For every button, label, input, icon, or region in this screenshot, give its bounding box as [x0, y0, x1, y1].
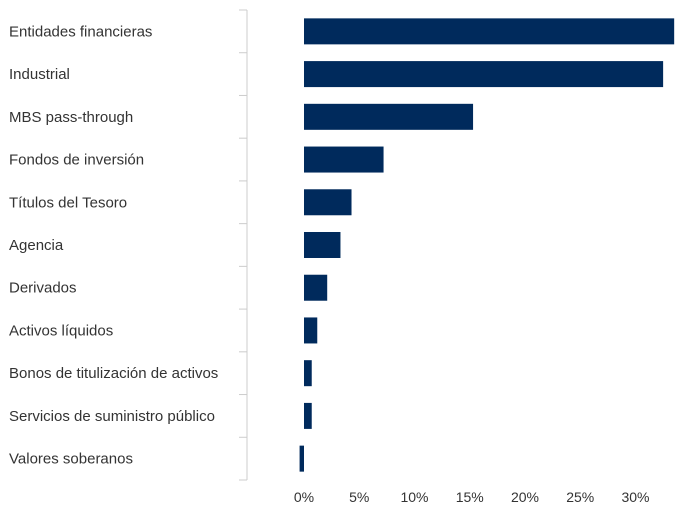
- x-tick-labels: 0% 5% 10% 15% 20% 25% 30%: [294, 489, 650, 505]
- x-tick-label: 5%: [349, 489, 369, 505]
- x-tick-label: 10%: [400, 489, 428, 505]
- x-tick-label: 0%: [294, 489, 314, 505]
- bar: [299, 445, 304, 472]
- category-label: Entidades financieras: [9, 23, 152, 40]
- x-tick-label: 25%: [566, 489, 594, 505]
- category-labels: Entidades financieras Industrial MBS pass-…: [9, 23, 218, 467]
- bar: [304, 61, 664, 88]
- category-label: Activos líquidos: [9, 322, 113, 339]
- category-label: Bonos de titulización de activos: [9, 365, 218, 382]
- category-label: Títulos del Tesoro: [9, 194, 127, 211]
- x-tick-label: 30%: [621, 489, 649, 505]
- bar: [304, 402, 312, 429]
- bar: [304, 18, 675, 45]
- category-label: Agencia: [9, 237, 64, 254]
- category-label: Derivados: [9, 280, 77, 297]
- bar: [304, 360, 312, 387]
- category-label: Valores soberanos: [9, 451, 133, 468]
- bar: [304, 232, 341, 258]
- x-tick-label: 15%: [456, 489, 484, 505]
- bar: [304, 146, 384, 173]
- category-label: MBS pass-through: [9, 109, 133, 126]
- bar: [304, 274, 328, 301]
- bar: [304, 189, 352, 216]
- category-label: Industrial: [9, 66, 70, 83]
- bars-layer: [299, 18, 675, 472]
- axis-layer: [239, 9, 248, 481]
- category-label: Fondos de inversión: [9, 152, 144, 169]
- bar: [304, 103, 474, 130]
- category-label: Servicios de suministro público: [9, 408, 215, 425]
- bar: [304, 317, 318, 344]
- x-tick-label: 20%: [511, 489, 539, 505]
